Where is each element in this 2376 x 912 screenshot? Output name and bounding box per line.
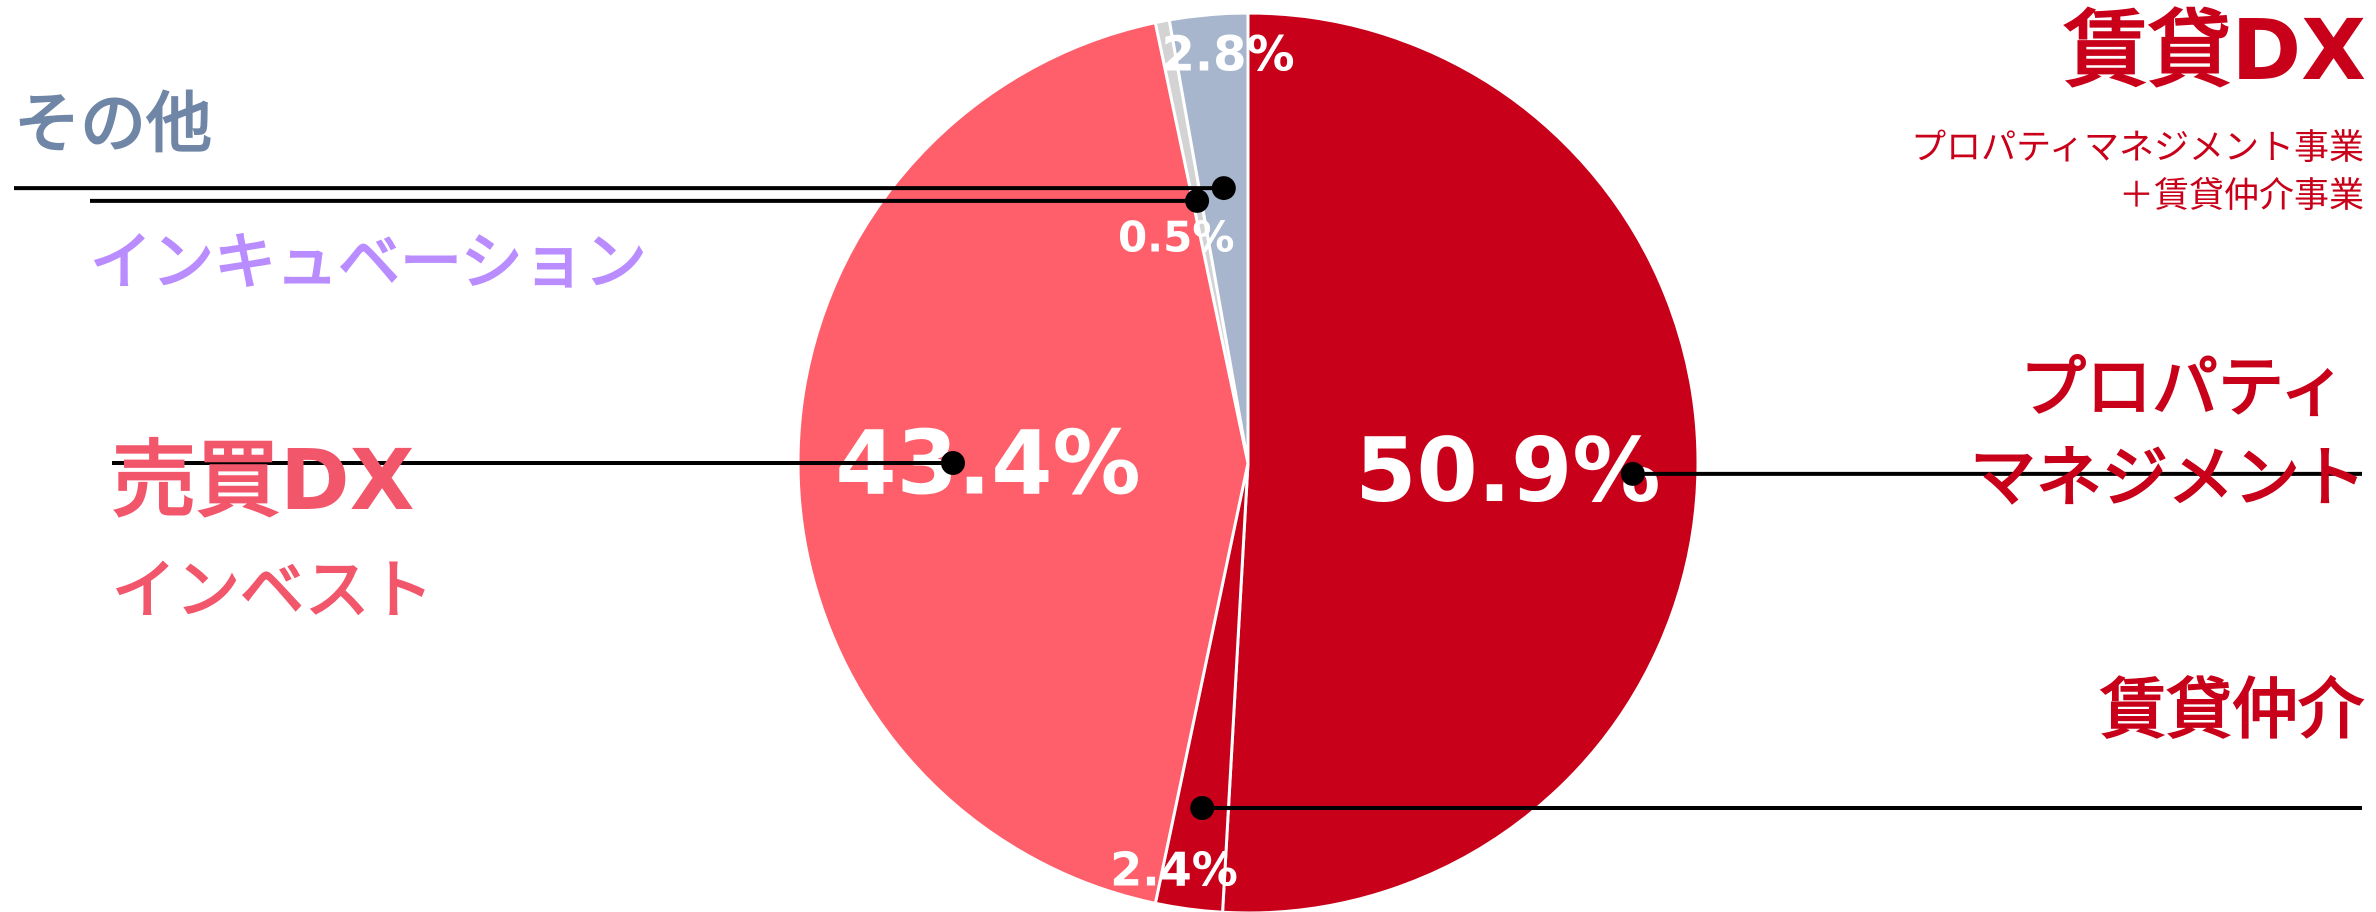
slice-percent-label-1: 2.4%: [1110, 842, 1238, 896]
property-management-label-line1: プロパティ: [2019, 349, 2346, 426]
chintai-dx-subtitle-line2: ＋賃貸仲介事業: [2118, 176, 2364, 216]
leader-dot-0: [1620, 461, 1645, 486]
pie-slice-4: [1167, 11, 1250, 464]
chintai-dx-subtitle-line1: プロパティマネジメント事業: [1911, 128, 2364, 168]
slice-percent-label-3: 0.5%: [1118, 213, 1234, 262]
leader-dot-2: [941, 451, 965, 475]
leader-dot-4: [1211, 176, 1236, 201]
leader-dot-1: [1190, 796, 1215, 820]
chintai-dx-title: 賃貸DX: [2063, 1, 2367, 99]
other-label: その他: [14, 85, 212, 162]
slice-percent-label-4: 2.8%: [1161, 27, 1294, 83]
leader-dot-3: [1185, 188, 1210, 213]
baibai-dx-label-line1: 売買DX: [112, 431, 415, 529]
property-management-label-line2: マネジメント: [1970, 439, 2366, 516]
slice-percent-label-0: 50.9%: [1355, 419, 1660, 522]
incubation-label: インキュベーション: [90, 225, 647, 298]
chintai-chukai-label: 賃貸仲介: [2100, 671, 2364, 748]
baibai-dx-label-line2: インベスト: [112, 554, 434, 628]
